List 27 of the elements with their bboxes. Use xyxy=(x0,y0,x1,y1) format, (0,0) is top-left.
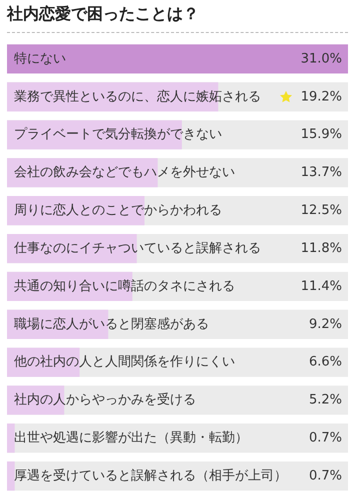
y-tick-label: 業務で異性といるのに、恋人に嫉妬される xyxy=(14,88,261,104)
y-tick-label: 職場に恋人がいると閉塞感がある xyxy=(14,316,209,332)
y-tick-label: プライベートで気分転換ができない xyxy=(14,127,222,142)
y-tick-label: 周りに恋人とのことでからかわれる xyxy=(14,202,222,218)
data-label: 15.9% xyxy=(300,127,342,142)
data-label: 19.2% xyxy=(300,89,342,104)
data-label: 5.2% xyxy=(308,392,342,408)
data-label: 11.4% xyxy=(300,278,342,294)
y-tick-label: 仕事なのにイチャついていると誤解される xyxy=(13,240,261,256)
bar xyxy=(7,461,15,491)
data-label: 0.7% xyxy=(308,468,342,484)
chart-title: 社内恋愛で困ったことは？ xyxy=(7,4,199,25)
y-tick-label: 特にない xyxy=(14,51,66,66)
data-label: 0.7% xyxy=(308,430,342,446)
y-tick-label: 共通の知り合いに噂話のタネにされる xyxy=(14,278,235,294)
y-tick-label: 厚遇を受けていると誤解される（相手が上司） xyxy=(14,468,287,484)
bar xyxy=(7,424,15,453)
y-tick-label: 会社の飲み会などでもハメを外せない xyxy=(14,165,235,180)
data-label: 12.5% xyxy=(300,203,342,218)
data-label: 9.2% xyxy=(308,316,342,332)
y-tick-label: 他の社内の人と人間関係を作りにくい xyxy=(14,354,235,370)
data-label: 31.0% xyxy=(300,51,342,66)
y-tick-label: 出世や処遇に影響が出た（異動・転勤） xyxy=(14,430,248,446)
y-tick-label: 社内の人からやっかみを受ける xyxy=(14,392,196,408)
data-label: 13.7% xyxy=(300,165,342,180)
data-label: 6.6% xyxy=(308,354,342,370)
data-label: 11.8% xyxy=(300,240,342,256)
